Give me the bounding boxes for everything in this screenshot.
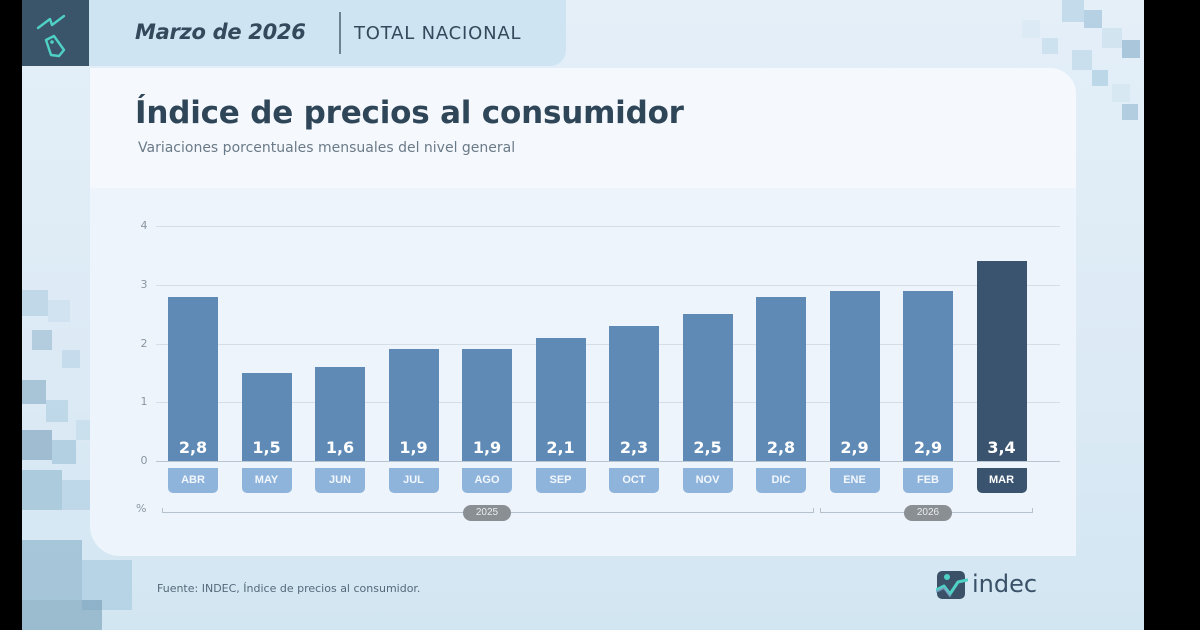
report-date: Marzo de 2026 bbox=[135, 20, 306, 44]
bar-ago: 1,9 bbox=[462, 349, 512, 461]
bar-jun: 1,6 bbox=[315, 367, 365, 461]
pixel-square bbox=[1102, 28, 1122, 48]
price-tag-badge bbox=[22, 0, 89, 66]
bar-value-label: 2,9 bbox=[840, 438, 869, 457]
pixel-square bbox=[1062, 0, 1084, 22]
pixel-square bbox=[22, 600, 102, 630]
bar-mar: 3,4 bbox=[976, 261, 1027, 461]
bar-abr: 2,8 bbox=[168, 296, 218, 461]
chart-card: Índice de precios al consumidor Variacio… bbox=[90, 68, 1076, 556]
pixel-square bbox=[1084, 10, 1102, 28]
month-label: ENE bbox=[829, 468, 880, 493]
bar-value-label: 2,1 bbox=[546, 438, 575, 457]
chart-subtitle: Variaciones porcentuales mensuales del n… bbox=[138, 140, 516, 156]
bar-dic: 2,8 bbox=[756, 296, 806, 461]
pixel-square bbox=[1112, 84, 1130, 102]
month-label: JUN bbox=[315, 468, 365, 493]
pixel-square bbox=[62, 350, 80, 368]
bar-chart: 0 1 2 3 4% 2,8 ABR 1,5 MAY 1,6 JUN 1,9 JUL 1,9 AGO 2,1 S… bbox=[90, 68, 1076, 556]
y-tick-label: 4 bbox=[140, 219, 148, 232]
pixel-square bbox=[1092, 70, 1108, 86]
bar-value-label: 2,9 bbox=[913, 438, 943, 457]
month-label: OCT bbox=[609, 468, 659, 493]
pixel-square bbox=[1122, 104, 1138, 120]
month-label: JUL bbox=[388, 468, 439, 493]
pixel-square bbox=[1122, 40, 1140, 58]
bar-jul: 1,9 bbox=[388, 349, 439, 461]
pixel-square bbox=[1042, 38, 1058, 54]
bar-value-label: 2,3 bbox=[619, 438, 649, 457]
bar-feb: 2,9 bbox=[903, 290, 953, 461]
price-tag-icon bbox=[36, 14, 66, 58]
year-pill: 2025 bbox=[463, 505, 511, 521]
pixel-square bbox=[1072, 50, 1092, 70]
pixel-square bbox=[22, 470, 62, 510]
bar-sep: 2,1 bbox=[535, 337, 586, 461]
infographic: Marzo de 2026 TOTAL NACIONAL Índice de p… bbox=[22, 0, 1144, 630]
month-label: DIC bbox=[756, 468, 806, 493]
bar-value-label: 1,5 bbox=[252, 438, 281, 457]
pixel-square bbox=[32, 330, 52, 350]
pixel-square bbox=[22, 380, 46, 404]
pixel-square bbox=[1022, 20, 1040, 38]
card-header bbox=[90, 68, 1076, 188]
gridline bbox=[156, 226, 1060, 227]
logo-text: indec bbox=[972, 570, 1038, 598]
pixel-square bbox=[52, 440, 76, 464]
header-divider bbox=[339, 12, 341, 54]
bar-value-label: 1,9 bbox=[399, 438, 428, 457]
pixel-square bbox=[48, 300, 70, 322]
chart-title: Índice de precios al consumidor bbox=[135, 95, 684, 131]
indec-logo: indec bbox=[936, 568, 1046, 602]
y-tick-label: 1 bbox=[140, 395, 148, 409]
pixel-square bbox=[46, 400, 68, 422]
month-label: MAR bbox=[976, 468, 1027, 493]
bar-value-label: 2,5 bbox=[693, 438, 722, 457]
gridline bbox=[156, 402, 1060, 404]
gridline bbox=[156, 461, 1060, 462]
indec-logo-icon bbox=[936, 571, 968, 599]
pixel-square bbox=[22, 540, 82, 600]
bar-value-label: 1,6 bbox=[325, 438, 355, 457]
y-tick-label: 0 bbox=[140, 454, 148, 467]
bar-ene: 2,9 bbox=[829, 290, 880, 461]
month-label: FEB bbox=[903, 468, 953, 493]
y-tick-label: 3 bbox=[140, 277, 148, 291]
y-axis-unit: % bbox=[136, 502, 147, 515]
gridline bbox=[156, 343, 1060, 345]
month-label: MAY bbox=[241, 468, 292, 493]
month-label: SEP bbox=[535, 468, 586, 493]
year-pill: 2026 bbox=[904, 505, 952, 521]
y-tick-label: 2 bbox=[140, 336, 148, 350]
bar-may: 1,5 bbox=[241, 372, 292, 461]
bar-value-label: 3,4 bbox=[987, 438, 1016, 457]
bar-value-label: 2,8 bbox=[766, 438, 796, 457]
month-label: NOV bbox=[682, 468, 733, 493]
source-note: Fuente: INDEC, Índice de precios al cons… bbox=[157, 582, 421, 595]
pixel-square bbox=[22, 430, 52, 460]
report-scope: TOTAL NACIONAL bbox=[354, 23, 522, 44]
bar-value-label: 2,8 bbox=[178, 438, 208, 457]
bar-value-label: 1,9 bbox=[472, 438, 502, 457]
pixel-square bbox=[22, 290, 48, 316]
bar-nov: 2,5 bbox=[682, 314, 733, 461]
gridline bbox=[156, 284, 1060, 286]
month-label: ABR bbox=[168, 468, 218, 493]
bar-oct: 2,3 bbox=[609, 325, 659, 461]
pixel-square bbox=[62, 480, 92, 510]
header-band bbox=[22, 0, 566, 66]
month-label: AGO bbox=[462, 468, 512, 493]
